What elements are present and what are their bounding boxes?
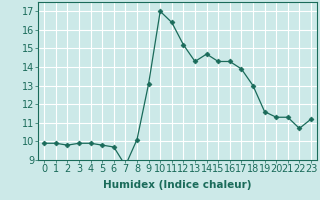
X-axis label: Humidex (Indice chaleur): Humidex (Indice chaleur) <box>103 180 252 190</box>
